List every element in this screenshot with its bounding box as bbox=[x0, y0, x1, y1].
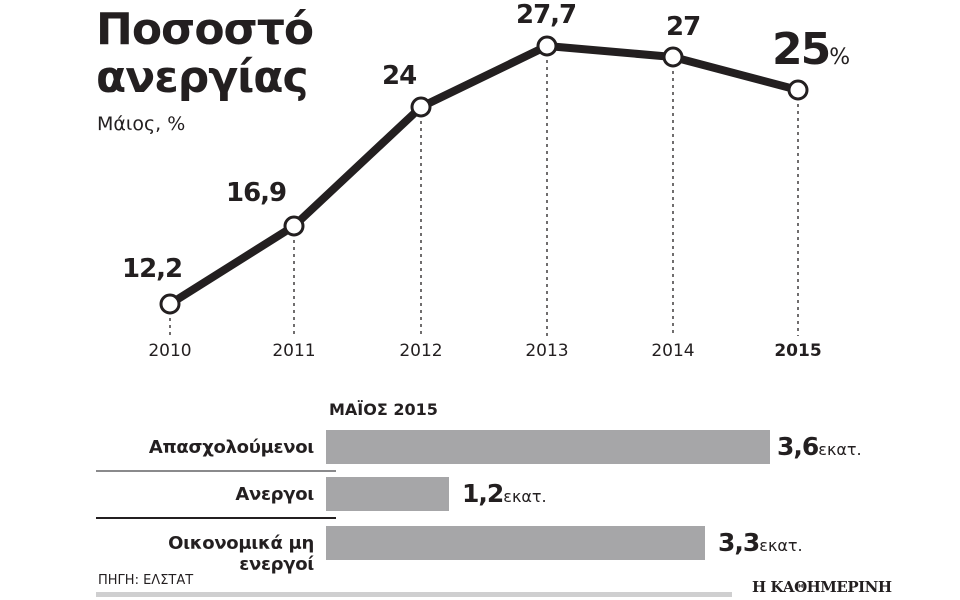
chart-title-line2: ανεργίας bbox=[96, 52, 309, 103]
bar-chart-title: ΜΑΪΟΣ 2015 bbox=[329, 400, 438, 419]
x-tick-2010: 2010 bbox=[148, 341, 192, 361]
bar-value-unit: εκατ. bbox=[759, 536, 803, 555]
source-note: ΠΗΓΗ: ΕΛΣΤΑΤ bbox=[98, 573, 194, 588]
bar-label-unemployed: Ανεργοι bbox=[235, 484, 314, 505]
footer-rule bbox=[96, 592, 732, 597]
x-tick-2011: 2011 bbox=[272, 341, 316, 361]
bar-value-unemployed: 1,2εκατ. bbox=[462, 479, 547, 508]
bar-inactive bbox=[326, 526, 705, 560]
bar-value-number: 3,6 bbox=[777, 432, 819, 461]
bar-value-inactive: 3,3εκατ. bbox=[718, 528, 803, 557]
chart-subtitle: Μάιος, % bbox=[97, 113, 186, 135]
highlight-value-2015: 25% bbox=[772, 24, 850, 75]
highlight-unit: % bbox=[829, 45, 851, 70]
line-chart bbox=[159, 35, 809, 336]
bar-value-employed: 3,6εκατ. bbox=[777, 432, 862, 461]
bar-employed bbox=[326, 430, 770, 464]
data-point-markers bbox=[159, 35, 809, 315]
bar-value-unit: εκατ. bbox=[503, 487, 547, 506]
bar-label-inactive: Οικονομικά μη ενεργοί bbox=[168, 533, 314, 575]
value-label-2012: 24 bbox=[382, 61, 417, 91]
bar-unemployed bbox=[326, 477, 449, 511]
unemployment-line bbox=[167, 42, 800, 308]
highlight-value: 25 bbox=[772, 24, 831, 75]
bar-value-unit: εκατ. bbox=[818, 440, 862, 459]
x-tick-2015: 2015 bbox=[774, 341, 822, 361]
row-separator bbox=[96, 517, 336, 519]
value-label-2014: 27 bbox=[666, 12, 701, 42]
value-label-2010: 12,2 bbox=[122, 254, 183, 284]
x-tick-2014: 2014 bbox=[651, 341, 695, 361]
row-separator bbox=[96, 470, 336, 472]
publisher-brand: Η ΚΑΘΗΜΕΡΙΝΗ bbox=[752, 578, 892, 596]
bar-label-employed: Απασχολούμενοι bbox=[148, 437, 314, 458]
x-tick-2012: 2012 bbox=[399, 341, 443, 361]
value-label-2013: 27,7 bbox=[516, 0, 577, 30]
value-label-2011: 16,9 bbox=[226, 178, 287, 208]
drop-lines bbox=[169, 60, 799, 336]
chart-title-line1: Ποσοστό bbox=[96, 4, 314, 55]
bar-value-number: 1,2 bbox=[462, 479, 504, 508]
x-tick-2013: 2013 bbox=[525, 341, 569, 361]
bar-value-number: 3,3 bbox=[718, 528, 760, 557]
